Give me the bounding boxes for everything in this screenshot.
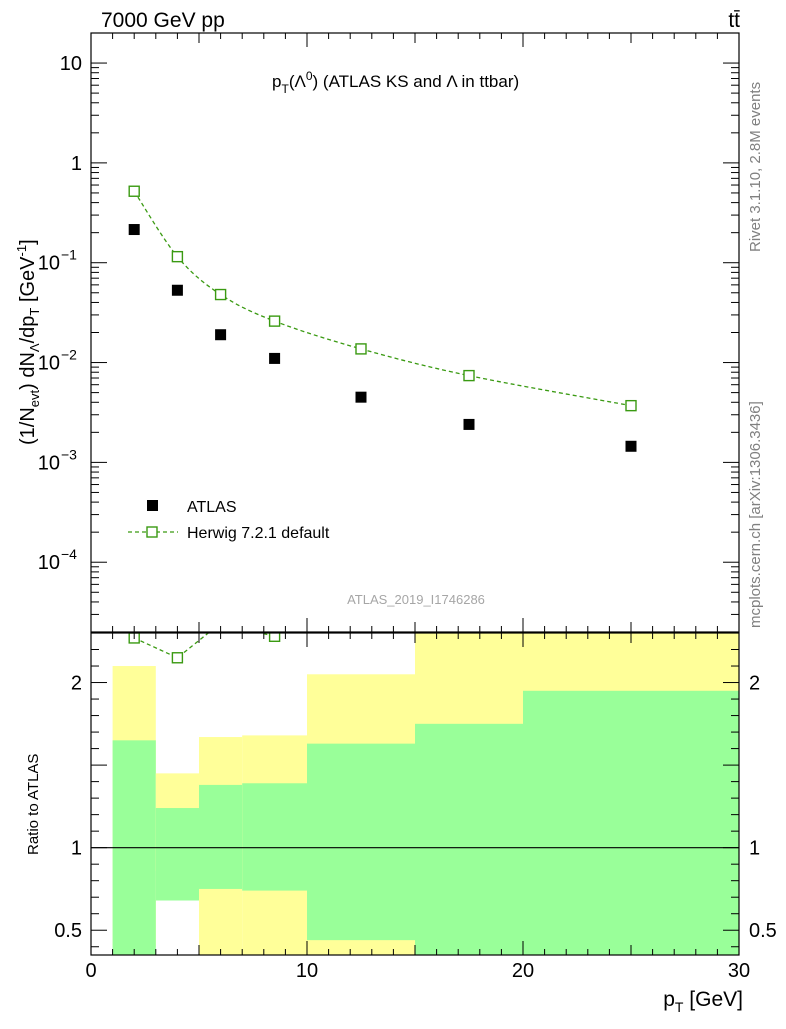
band-green xyxy=(199,784,243,889)
top-y-axis-label: (1/Nevt) dNΛ/dpT [GeV-1] xyxy=(14,239,42,445)
herwig-point xyxy=(214,288,227,301)
ratio-herwig-point xyxy=(268,633,281,643)
x-axis-label-rest: [GeV] xyxy=(683,988,743,1011)
ratio-y-tick-label: 0.5 xyxy=(54,920,82,942)
band-green xyxy=(155,808,199,901)
top-y-tick-label: 10 xyxy=(38,452,60,474)
herwig-line-group xyxy=(133,190,632,407)
top-y-tick-exponent: −3 xyxy=(61,446,77,462)
top-frame xyxy=(90,32,740,633)
atlas-point xyxy=(625,440,637,452)
band-green xyxy=(415,723,523,955)
legend-herwig-marker xyxy=(146,526,158,538)
band-green xyxy=(307,743,415,941)
atlas-point xyxy=(463,418,475,430)
ratio-y-tick-label: 1 xyxy=(71,838,82,860)
herwig-point xyxy=(355,343,367,355)
legend-atlas-label: ATLAS xyxy=(187,499,237,516)
atlas-point xyxy=(128,224,140,236)
herwig-point xyxy=(463,369,475,382)
ratio-frame xyxy=(90,632,740,956)
svg-text:pT(Λ0) (ATLAS KS and Λ in ttba: pT(Λ0) (ATLAS KS and Λ in ttbar) xyxy=(272,69,519,96)
herwig-points xyxy=(128,185,637,412)
ratio-x-tick-label: 20 xyxy=(512,960,534,982)
uncertainty-bands xyxy=(112,633,739,955)
herwig-line xyxy=(133,190,632,407)
top-y-tick-label: 10 xyxy=(60,53,82,75)
legend: ATLAS Herwig 7.2.1 default xyxy=(128,499,330,542)
ratio-x-ticks: 0 10 20 30 xyxy=(85,633,750,982)
title-rest: ) (ATLAS KS and Λ in ttbar) xyxy=(313,72,520,91)
band-green xyxy=(242,783,307,891)
atlas-point xyxy=(215,329,227,341)
mcplots-label: mcplots.cern.ch [arXiv:1306.3436] xyxy=(747,401,764,628)
herwig-point xyxy=(171,250,184,263)
top-y-tick-exponent: −2 xyxy=(61,347,77,363)
x-axis-label-sub: T xyxy=(675,999,684,1015)
atlas-point xyxy=(269,352,281,364)
legend-herwig-label: Herwig 7.2.1 default xyxy=(187,525,330,542)
ratio-x-tick-label: 0 xyxy=(85,960,96,982)
title-sub: T xyxy=(281,82,289,96)
ratio-y-tick-label-right: 0.5 xyxy=(749,920,777,942)
band-green xyxy=(523,690,739,955)
ratio-y-tick-label-right: 1 xyxy=(749,838,760,860)
process-label: tt̄ xyxy=(728,9,740,32)
atlas-point xyxy=(355,391,367,403)
top-y-tick-label: 10 xyxy=(38,552,60,574)
title-main: p xyxy=(272,72,281,91)
title-sup: 0 xyxy=(306,69,313,83)
watermark: ATLAS_2019_I1746286 xyxy=(347,592,485,607)
ratio-x-tick-label: 30 xyxy=(728,960,750,982)
ratio-panel: 2 2 1 1 0.5 0.5 0 10 20 30 Ratio to ATLAS pT [Ge… xyxy=(25,632,777,1015)
x-axis-label-main: p xyxy=(663,988,675,1011)
ratio-y-tick-label-right: 2 xyxy=(749,673,760,695)
top-x-ticks xyxy=(90,33,740,632)
atlas-point xyxy=(171,284,183,296)
top-y-tick-exponent: −4 xyxy=(61,546,77,562)
top-y-tick-label: 10 xyxy=(38,353,60,375)
x-axis-label: pT [GeV] xyxy=(663,988,743,1015)
title-paren: (Λ xyxy=(289,72,307,91)
ratio-herwig-line xyxy=(133,633,275,659)
herwig-point xyxy=(128,185,140,197)
top-y-tick-label: 10 xyxy=(38,253,60,275)
ratio-herwig xyxy=(128,633,281,664)
energy-label: 7000 GeV pp xyxy=(101,9,225,32)
atlas-points xyxy=(128,224,637,452)
top-y-tick-exponent: −1 xyxy=(61,247,77,263)
ratio-y-tick-label: 2 xyxy=(71,673,82,695)
legend-atlas-marker xyxy=(147,500,158,511)
ratio-herwig-point xyxy=(171,652,184,664)
title: pT(Λ0) (ATLAS KS and Λ in ttbar) xyxy=(272,69,519,96)
top-y-tick-label: 1 xyxy=(71,153,82,175)
rivet-label: Rivet 3.1.10, 2.8M events xyxy=(747,82,764,252)
ratio-y-ticks: 2 2 1 1 0.5 0.5 xyxy=(54,632,777,948)
ratio-y-axis-label: Ratio to ATLAS xyxy=(25,754,42,855)
herwig-point xyxy=(625,399,637,412)
ratio-x-tick-label: 10 xyxy=(296,960,318,982)
top-minor-ticks xyxy=(91,32,739,633)
herwig-point xyxy=(268,315,281,327)
